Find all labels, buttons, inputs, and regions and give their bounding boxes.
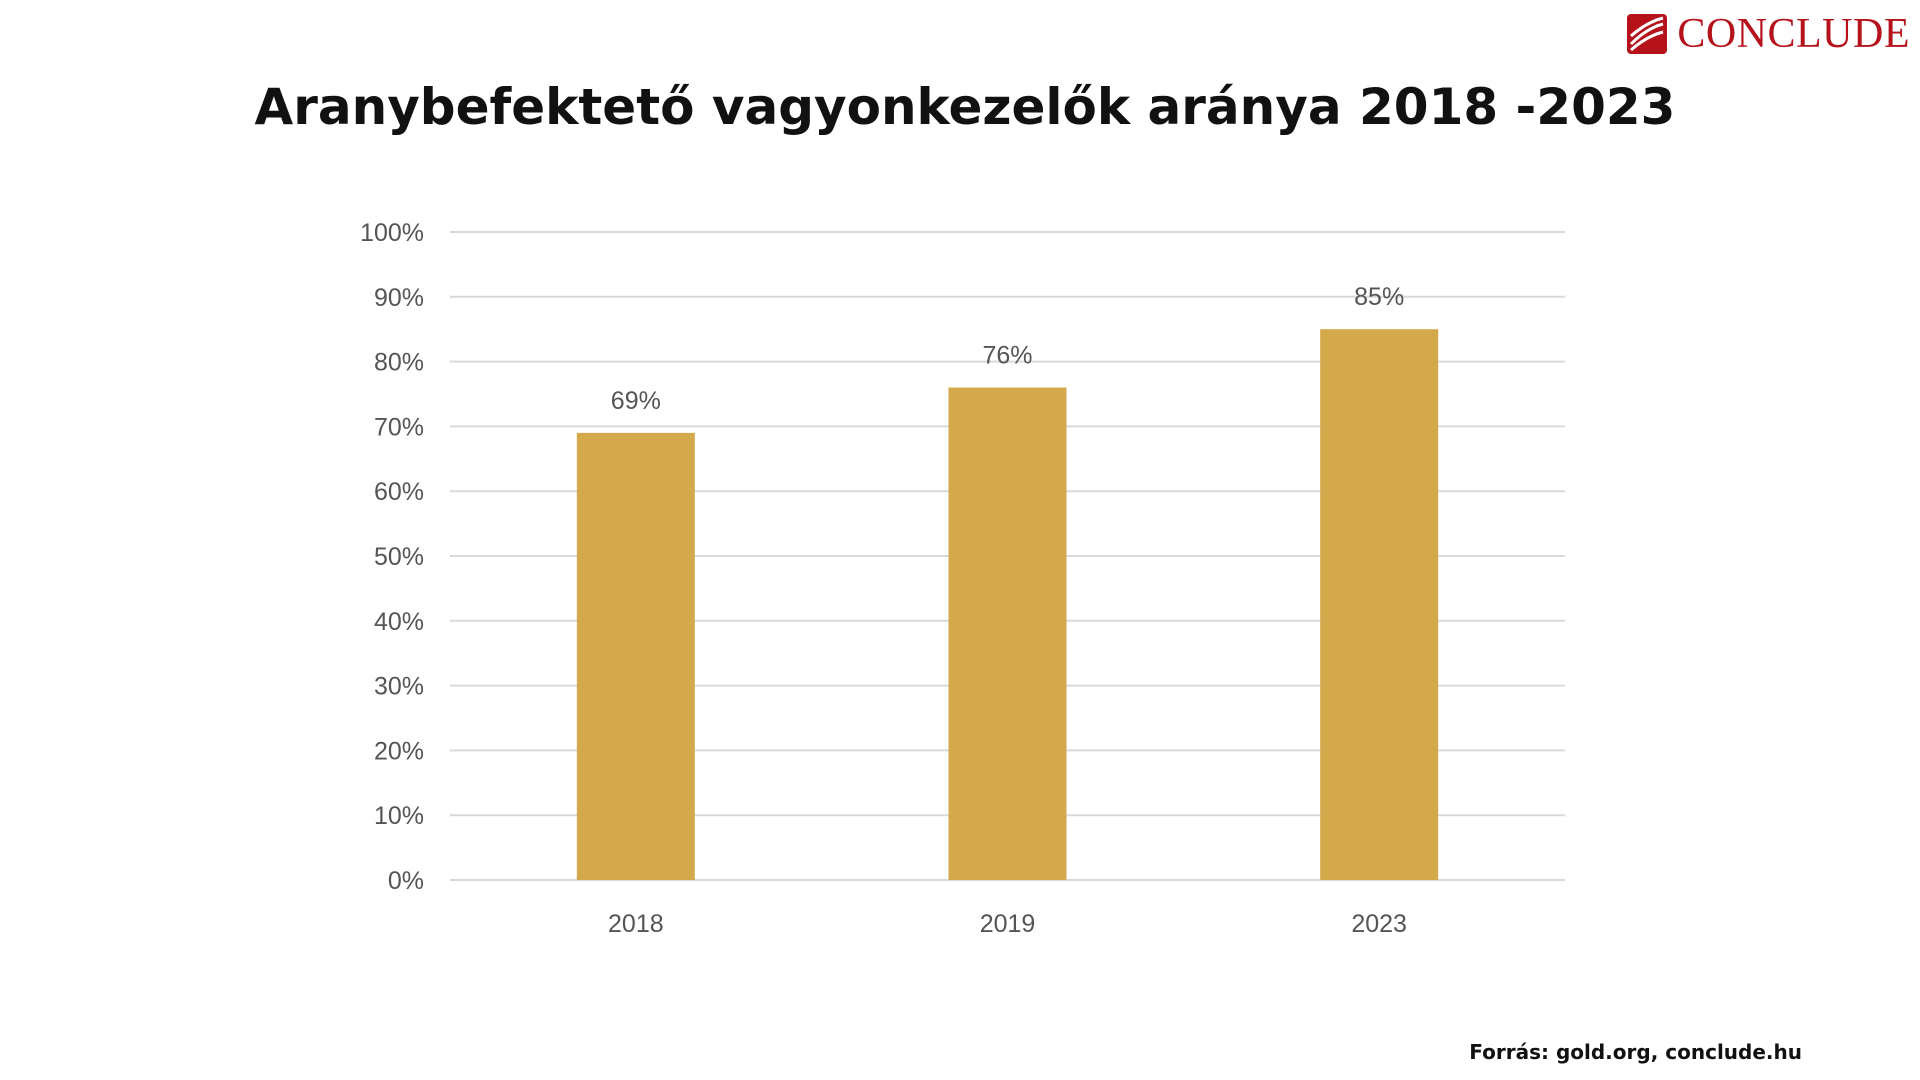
conclude-logo-icon [1627,14,1668,54]
y-tick-label: 70% [374,413,424,441]
y-tick-label: 80% [374,349,424,377]
y-tick-label: 40% [374,608,424,636]
data-label: 76% [982,342,1032,370]
brand-name: CONCLUDE [1677,11,1910,57]
bar-chart: 0% 10% 20% 30% 40% 50% 60% 70% 80% 90% 100% 69% 2018… [360,219,1565,938]
y-tick-label: 100% [360,219,424,247]
data-label: 69% [611,387,661,415]
y-tick-label: 60% [374,478,424,506]
y-tick-label: 30% [374,673,424,701]
y-tick-label: 50% [374,543,424,571]
bar [1320,329,1439,880]
source-note: Forrás: gold.org, conclude.hu [1469,1040,1802,1064]
x-tick-label: 2018 [608,910,664,938]
brand-logo: CONCLUDE [1627,10,1910,58]
data-label: 85% [1354,283,1404,311]
x-tick-label: 2023 [1351,910,1407,938]
chart-title: Aranybefektető vagyonkezelők aránya 2018… [254,78,1676,136]
y-tick-label: 10% [374,802,424,830]
y-tick-label: 90% [374,284,424,312]
x-tick-label: 2019 [980,910,1036,938]
bar [576,432,695,880]
y-tick-label: 20% [374,737,424,765]
y-tick-label: 0% [388,867,424,895]
bar [948,387,1067,880]
